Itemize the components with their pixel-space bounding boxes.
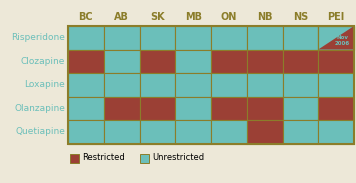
Text: Olanzapine: Olanzapine <box>14 104 65 113</box>
Bar <box>318 96 354 120</box>
Bar <box>211 96 247 120</box>
Bar <box>68 26 354 143</box>
Bar <box>318 26 354 49</box>
Bar <box>211 26 247 49</box>
Bar <box>247 49 283 73</box>
Text: SK: SK <box>150 12 165 22</box>
Bar <box>104 120 140 143</box>
Bar <box>104 49 140 73</box>
Bar <box>68 120 104 143</box>
Bar <box>70 154 79 163</box>
Text: Unrestricted: Unrestricted <box>152 154 204 163</box>
Text: ON: ON <box>221 12 237 22</box>
Bar <box>211 120 247 143</box>
Bar <box>68 26 104 49</box>
Text: Restricted: Restricted <box>82 154 125 163</box>
Bar <box>247 26 283 49</box>
Bar <box>318 26 354 49</box>
Text: Nov
2006: Nov 2006 <box>335 35 350 46</box>
Text: NB: NB <box>257 12 272 22</box>
Bar <box>211 73 247 96</box>
Bar <box>104 26 140 49</box>
Bar <box>211 49 247 73</box>
Bar <box>140 154 149 163</box>
Bar <box>140 120 175 143</box>
Bar <box>104 73 140 96</box>
Bar <box>68 73 104 96</box>
Bar <box>175 26 211 49</box>
Bar <box>247 73 283 96</box>
Text: MB: MB <box>185 12 201 22</box>
Bar <box>140 73 175 96</box>
Text: Quetiapine: Quetiapine <box>15 127 65 136</box>
Bar <box>283 49 318 73</box>
Text: AB: AB <box>114 12 129 22</box>
Bar <box>283 26 318 49</box>
Bar <box>68 96 104 120</box>
Bar <box>283 73 318 96</box>
Text: Loxapine: Loxapine <box>24 80 65 89</box>
Bar <box>175 73 211 96</box>
Text: BC: BC <box>79 12 93 22</box>
Bar <box>318 73 354 96</box>
Bar <box>68 49 104 73</box>
Text: PEI: PEI <box>328 12 345 22</box>
Text: NS: NS <box>293 12 308 22</box>
Bar <box>140 49 175 73</box>
Text: Risperidone: Risperidone <box>11 33 65 42</box>
Bar <box>104 96 140 120</box>
Bar <box>175 120 211 143</box>
Bar <box>247 120 283 143</box>
Bar <box>175 49 211 73</box>
Bar <box>140 26 175 49</box>
Bar <box>140 96 175 120</box>
Text: Clozapine: Clozapine <box>21 57 65 66</box>
Polygon shape <box>318 26 354 49</box>
Bar <box>175 96 211 120</box>
Bar <box>318 120 354 143</box>
Bar <box>247 96 283 120</box>
Bar <box>318 49 354 73</box>
Bar <box>283 96 318 120</box>
Bar <box>283 120 318 143</box>
